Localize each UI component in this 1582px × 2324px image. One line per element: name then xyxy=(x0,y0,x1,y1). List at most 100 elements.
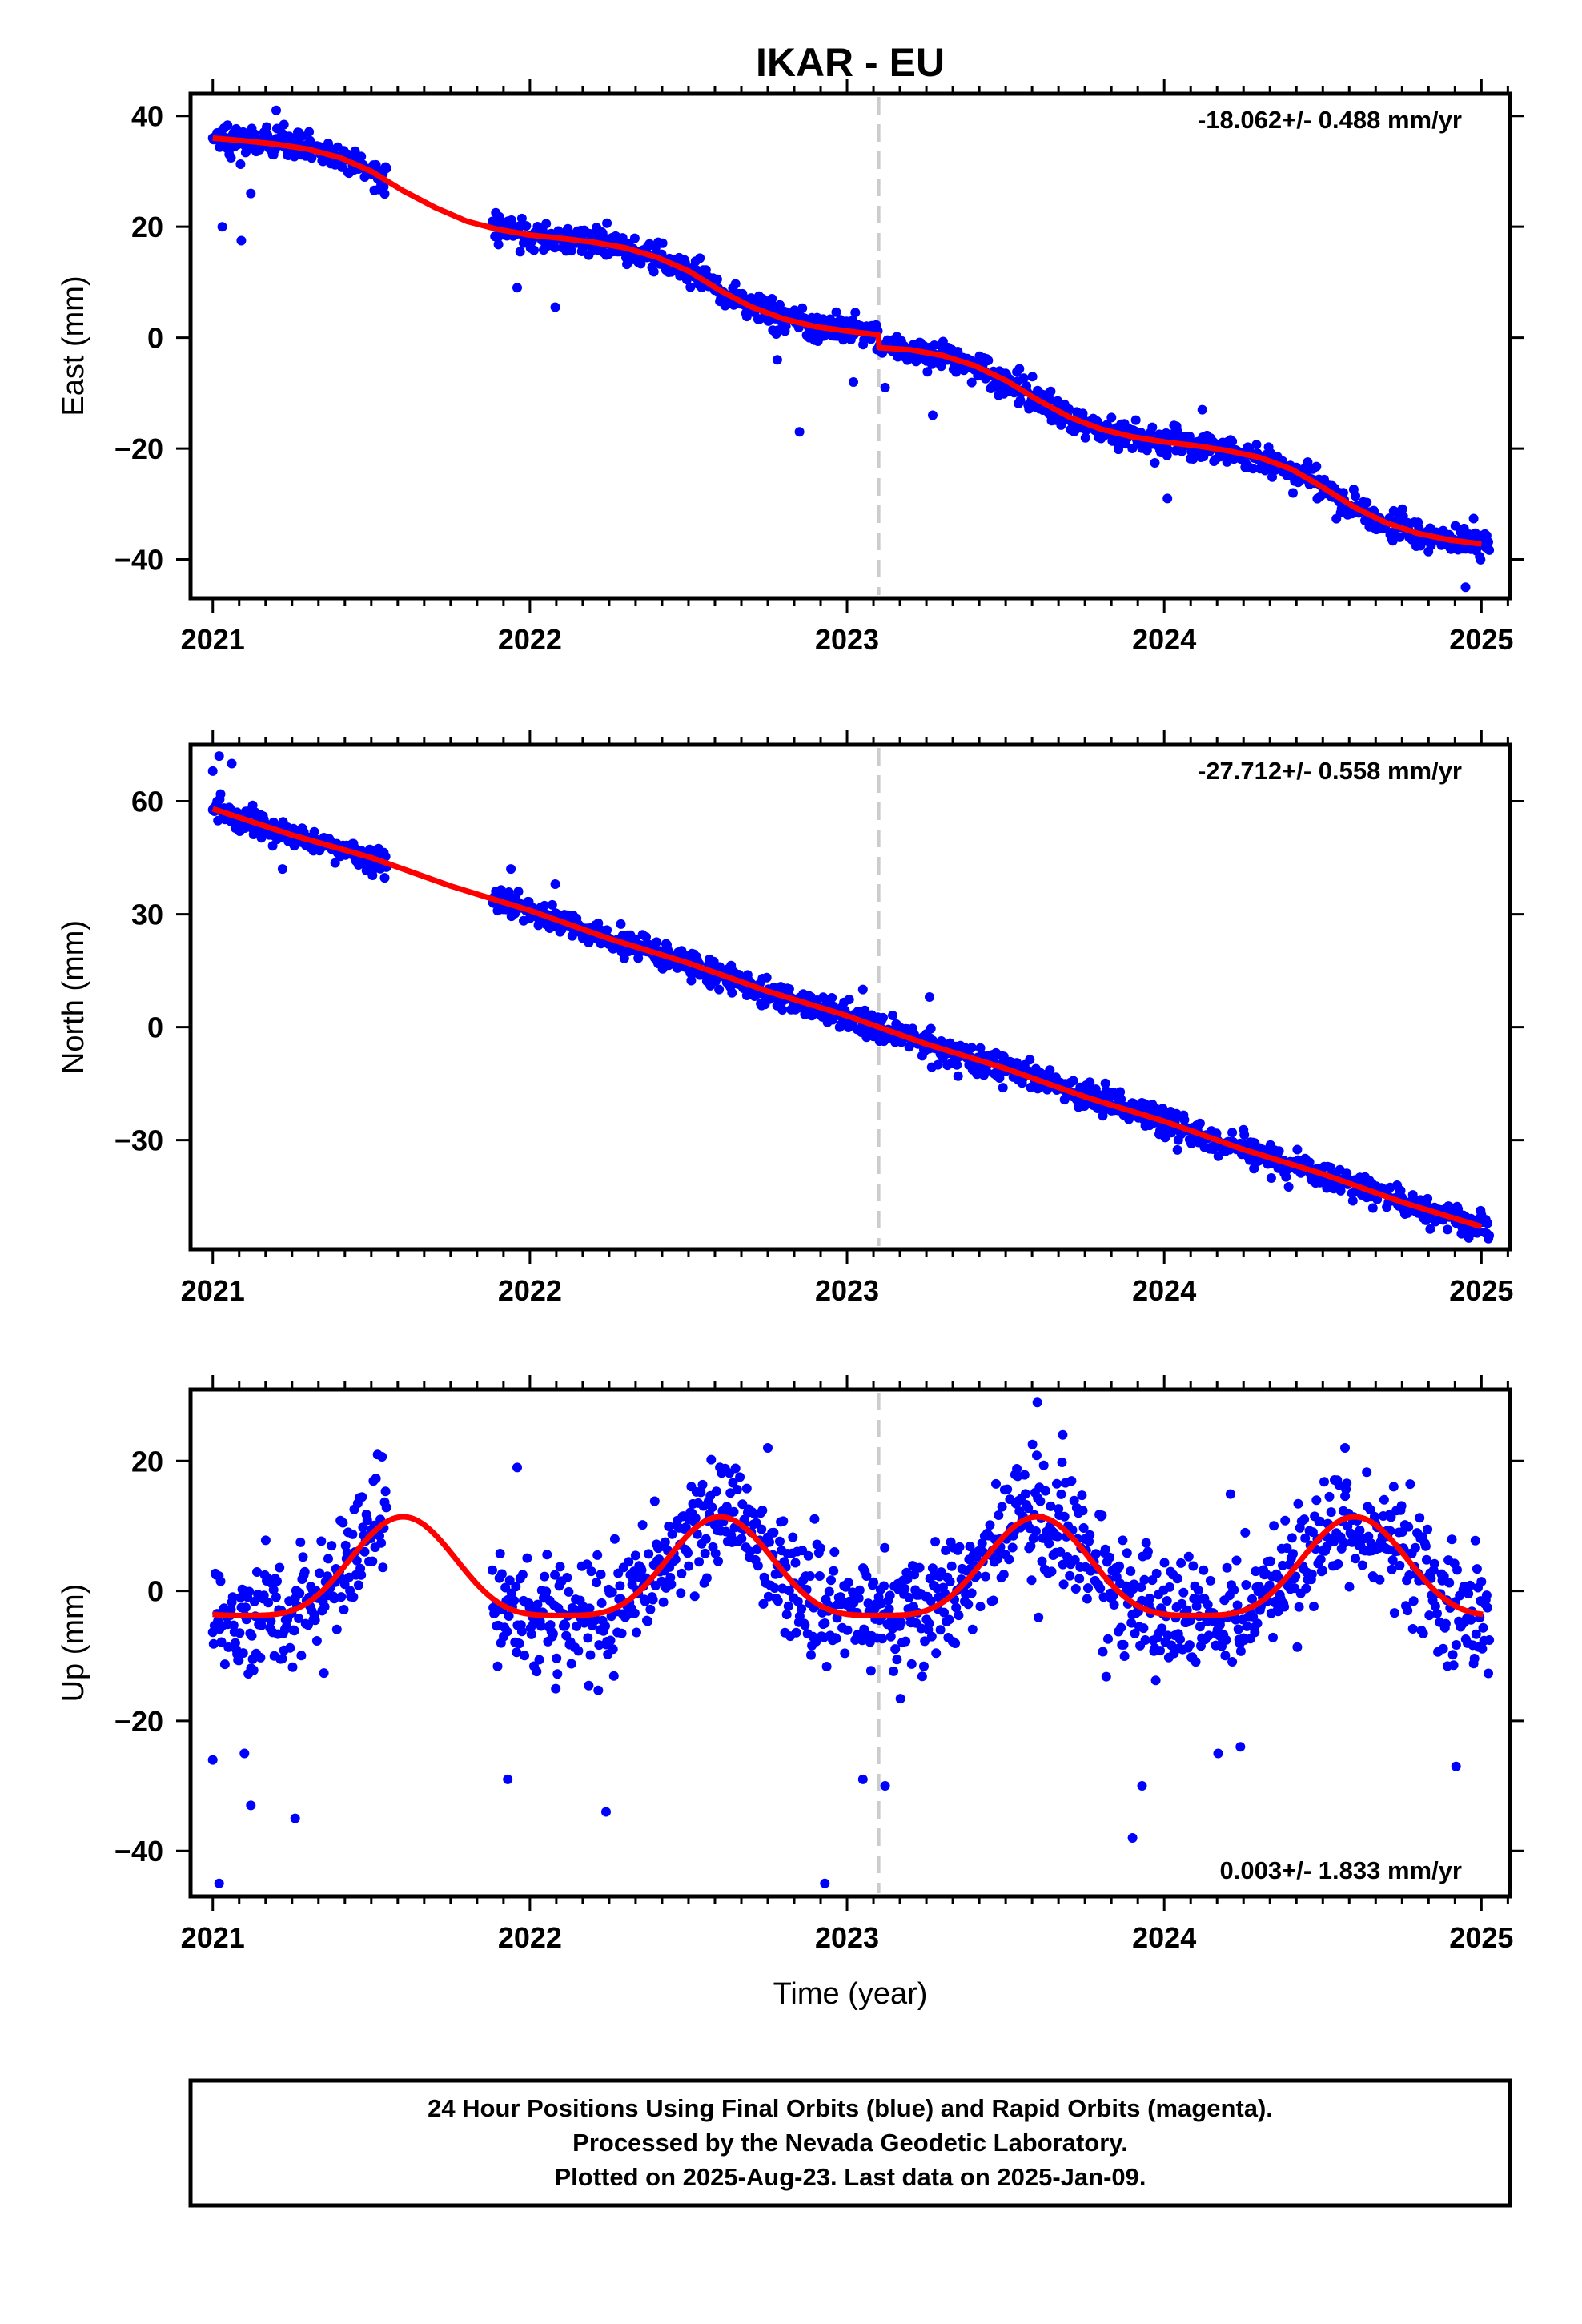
observation-point xyxy=(1423,1193,1433,1204)
observation-point xyxy=(781,321,791,332)
observation-point xyxy=(566,246,576,256)
observation-point xyxy=(1389,1608,1399,1618)
observation-point xyxy=(227,1592,238,1602)
observation-point xyxy=(975,1043,986,1053)
velocity-rate-label: -18.062+/- 0.488 mm/yr xyxy=(1198,106,1462,134)
plot-frame xyxy=(188,1387,1512,1899)
observation-point xyxy=(215,1576,226,1586)
y-tick-label: 0 xyxy=(147,1575,163,1608)
x-tick-label: 2024 xyxy=(1132,1274,1196,1307)
x-tick-label: 2023 xyxy=(815,1274,879,1307)
observation-point xyxy=(1317,1566,1327,1576)
observation-point xyxy=(330,858,340,868)
outlier-point xyxy=(207,766,218,776)
x-tick-label: 2021 xyxy=(181,623,245,656)
observation-point xyxy=(902,1574,913,1584)
x-tick-label: 2023 xyxy=(815,623,879,656)
observation-point xyxy=(1447,1534,1457,1545)
outlier-point xyxy=(1137,1781,1147,1791)
observation-point xyxy=(550,1570,560,1580)
observation-point xyxy=(666,1579,677,1590)
outlier-point xyxy=(503,1774,513,1784)
observation-point xyxy=(298,1552,308,1562)
observation-point xyxy=(285,1642,295,1653)
observation-point xyxy=(1191,1657,1201,1667)
observation-point xyxy=(547,899,557,910)
observation-point xyxy=(1046,1501,1056,1511)
observation-point xyxy=(1183,1551,1194,1562)
observation-point xyxy=(1074,1574,1085,1584)
observation-point xyxy=(965,1542,975,1552)
observation-point xyxy=(1097,1510,1107,1521)
observation-point xyxy=(1355,1526,1365,1535)
observation-point xyxy=(1100,1078,1110,1088)
observation-point xyxy=(327,1541,337,1551)
y-tick-label: −30 xyxy=(114,1124,163,1157)
observation-point xyxy=(1248,464,1259,474)
observation-point xyxy=(219,1659,230,1670)
observation-point xyxy=(1058,1559,1068,1570)
observation-point xyxy=(1119,1651,1130,1661)
observation-point xyxy=(1484,537,1493,547)
observation-point xyxy=(645,1604,656,1614)
observation-point xyxy=(522,1553,532,1563)
observation-point xyxy=(1046,1566,1057,1577)
observation-point xyxy=(582,1559,592,1570)
observation-point xyxy=(1484,545,1495,555)
observation-point xyxy=(657,238,668,248)
observation-point xyxy=(683,1548,693,1558)
outlier-point xyxy=(512,1462,522,1473)
observation-point xyxy=(1064,404,1074,414)
observation-point xyxy=(586,1566,596,1577)
observation-point xyxy=(379,873,390,883)
outlier-point xyxy=(601,1807,611,1817)
observation-point xyxy=(1077,1490,1087,1501)
outlier-point xyxy=(763,1443,773,1453)
observation-point xyxy=(814,1571,825,1581)
observation-point xyxy=(1172,1574,1182,1584)
observation-point xyxy=(1118,1639,1129,1650)
observation-point xyxy=(1101,1671,1111,1682)
observation-point xyxy=(1239,1130,1250,1140)
observation-point xyxy=(1085,1530,1095,1540)
observation-point xyxy=(1342,1478,1352,1489)
observation-point xyxy=(994,1510,1004,1520)
observation-point xyxy=(1429,1558,1439,1569)
observation-point xyxy=(234,1655,244,1666)
y-axis-title: Up (mm) xyxy=(57,1584,90,1703)
observation-point xyxy=(904,1593,914,1602)
observation-point xyxy=(532,1667,542,1677)
observation-point xyxy=(783,1601,793,1611)
observation-point xyxy=(920,1636,930,1647)
observation-point xyxy=(892,1655,902,1665)
observation-point xyxy=(357,1492,367,1502)
observation-point xyxy=(356,151,367,162)
observation-point xyxy=(596,1570,606,1579)
observation-point xyxy=(1116,1622,1126,1633)
observation-point xyxy=(664,1522,674,1531)
observation-point xyxy=(758,1598,769,1609)
observation-point xyxy=(592,1550,603,1560)
observation-point xyxy=(1056,1489,1066,1499)
observation-point xyxy=(1032,1450,1042,1461)
observation-point xyxy=(701,1534,711,1544)
observation-point xyxy=(592,1578,602,1588)
observation-point xyxy=(1057,1458,1067,1467)
observation-point xyxy=(1408,1596,1419,1606)
outlier-point xyxy=(506,864,516,875)
caption-box: 24 Hour Positions Using Final Orbits (bl… xyxy=(188,2078,1512,2208)
caption-line-2: Processed by the Nevada Geodetic Laborat… xyxy=(572,2129,1128,2157)
observation-point xyxy=(1046,386,1056,396)
outlier-point xyxy=(214,751,224,762)
y-axis-title: North (mm) xyxy=(57,920,90,1074)
plot-frame xyxy=(188,91,1512,601)
observation-point xyxy=(741,1483,752,1494)
observation-point xyxy=(763,1591,773,1602)
observation-point xyxy=(1162,1630,1173,1641)
observation-point xyxy=(884,1604,894,1614)
observation-point xyxy=(761,972,772,983)
outlier-point xyxy=(277,864,287,875)
observation-point xyxy=(1233,1624,1243,1634)
y-tick-label: −40 xyxy=(114,544,163,577)
observation-point xyxy=(829,1547,840,1557)
